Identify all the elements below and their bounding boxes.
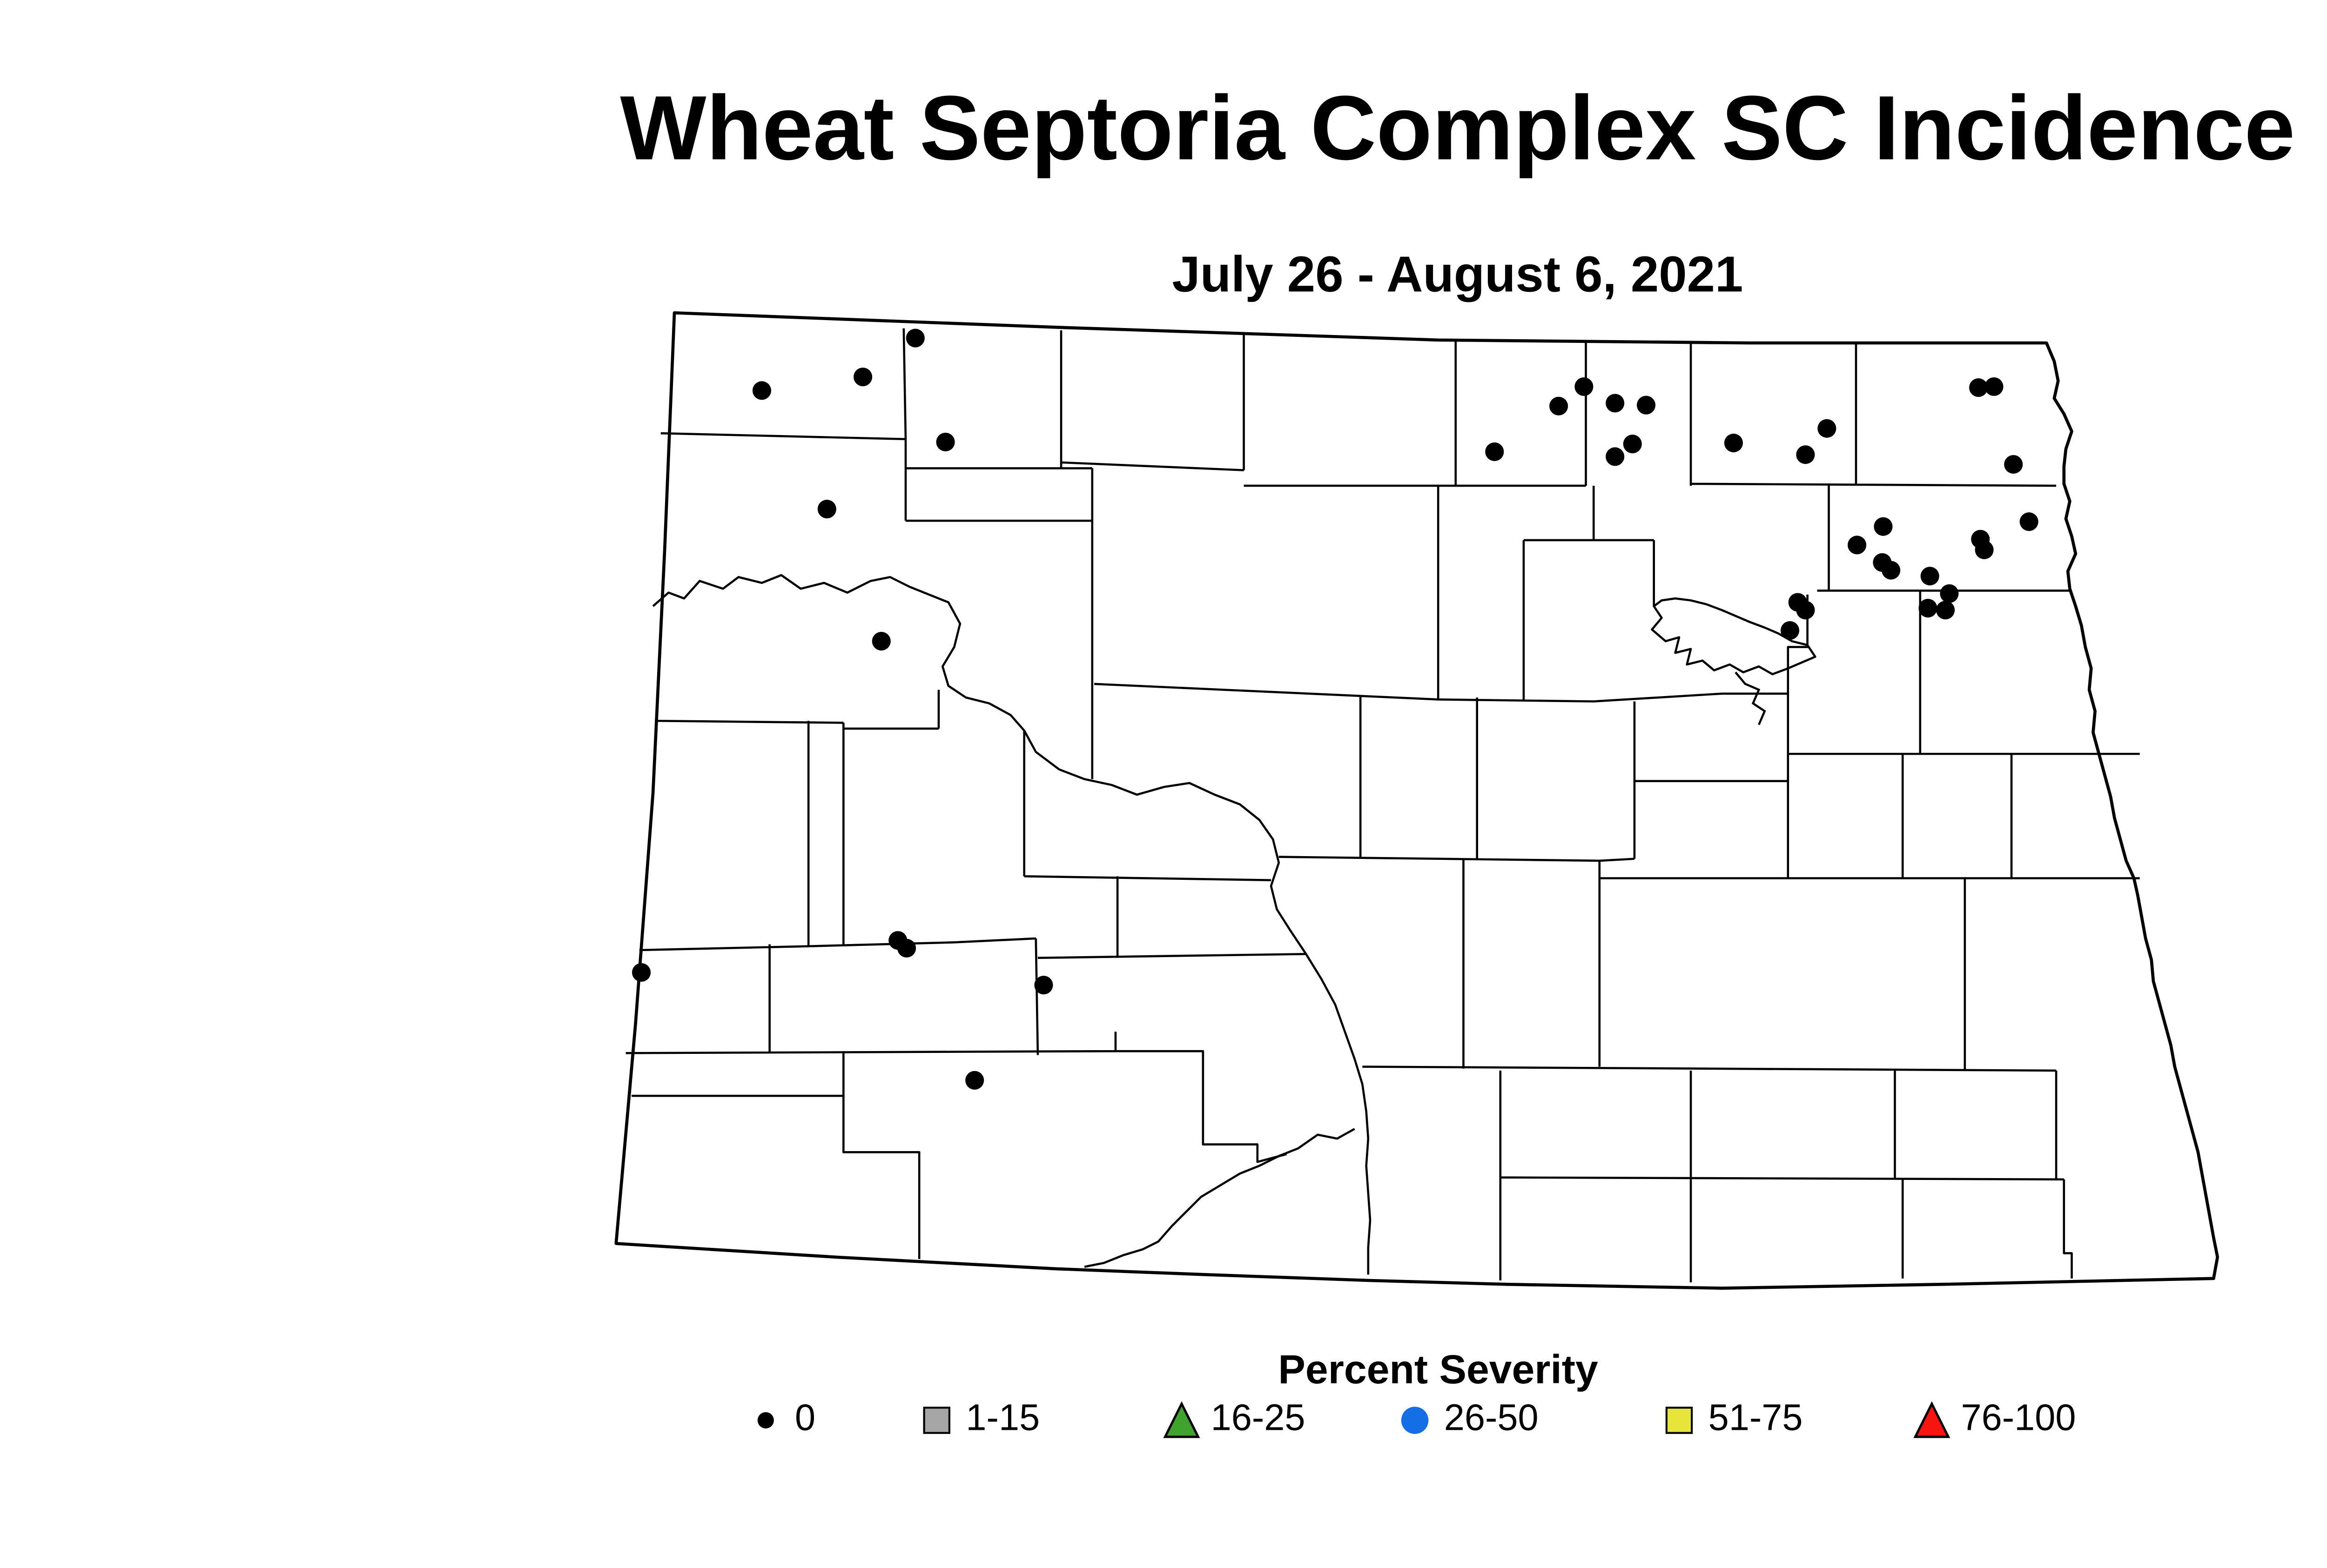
survey-point bbox=[1936, 601, 1955, 620]
survey-point bbox=[1969, 378, 1988, 397]
survey-point bbox=[906, 328, 925, 348]
survey-point bbox=[1848, 536, 1867, 555]
severity-1-15-square-icon bbox=[917, 1401, 956, 1440]
survey-point bbox=[936, 432, 955, 452]
legend-item-5: 76-100 bbox=[1912, 1391, 2076, 1449]
severity-76-100-triangle-icon bbox=[1912, 1401, 1951, 1440]
survey-point bbox=[1920, 567, 1939, 586]
survey-point bbox=[1574, 377, 1594, 396]
survey-point bbox=[1940, 584, 1959, 603]
survey-point bbox=[872, 632, 891, 651]
survey-point bbox=[1549, 396, 1568, 415]
legend-item-2: 16-25 bbox=[1162, 1391, 1305, 1449]
severity-16-25-triangle-icon bbox=[1162, 1401, 1201, 1440]
severity-0-dot-icon bbox=[747, 1401, 786, 1440]
legend-item-label: 76-100 bbox=[1961, 1399, 2076, 1440]
survey-point bbox=[2004, 455, 2023, 474]
survey-point bbox=[1918, 599, 1937, 618]
legend-item-3: 26-50 bbox=[1395, 1391, 1539, 1449]
survey-point bbox=[2019, 512, 2038, 531]
survey-point bbox=[1636, 395, 1656, 415]
county-borders bbox=[625, 328, 2140, 1283]
survey-point bbox=[1780, 621, 1800, 640]
survey-point bbox=[1606, 394, 1625, 413]
survey-point bbox=[1034, 976, 1053, 995]
survey-point bbox=[752, 381, 771, 400]
date-range-subtitle: July 26 - August 6, 2021 bbox=[1172, 245, 1743, 303]
survey-point bbox=[632, 963, 651, 982]
survey-point bbox=[1796, 445, 1815, 464]
legend-item-label: 16-25 bbox=[1211, 1399, 1305, 1440]
survey-point bbox=[1796, 601, 1815, 620]
legend-item-1: 1-15 bbox=[917, 1391, 1040, 1449]
survey-points-layer bbox=[632, 328, 2038, 1090]
devils-lake bbox=[1651, 597, 1816, 725]
legend: 0 1-15 16-25 26-50 51-75 76-100 bbox=[0, 1391, 2327, 1449]
survey-point bbox=[965, 1071, 984, 1090]
severity-51-75-square-icon bbox=[1660, 1401, 1699, 1440]
survey-point bbox=[854, 368, 873, 387]
legend-item-label: 1-15 bbox=[966, 1399, 1040, 1440]
survey-point bbox=[1623, 435, 1642, 454]
survey-point bbox=[897, 938, 916, 958]
legend-item-label: 0 bbox=[794, 1399, 816, 1440]
survey-point bbox=[1975, 540, 1994, 559]
survey-point bbox=[1606, 447, 1625, 466]
state-outline bbox=[614, 311, 2219, 1290]
survey-point bbox=[1984, 377, 2004, 396]
legend-item-label: 51-75 bbox=[1708, 1399, 1803, 1440]
severity-26-50-circle-icon bbox=[1395, 1401, 1434, 1440]
legend-item-label: 26-50 bbox=[1444, 1399, 1539, 1440]
survey-point bbox=[1874, 517, 1893, 536]
legend-title: Percent Severity bbox=[1278, 1348, 1598, 1394]
survey-point bbox=[1485, 442, 1504, 461]
survey-point bbox=[1724, 434, 1743, 453]
legend-item-0: 0 bbox=[747, 1391, 816, 1449]
page-title: Wheat Septoria Complex SC Incidence bbox=[620, 75, 2295, 179]
survey-point bbox=[1882, 561, 1901, 580]
survey-point bbox=[817, 500, 836, 519]
legend-item-4: 51-75 bbox=[1660, 1391, 1803, 1449]
survey-point bbox=[1817, 419, 1836, 438]
cannonball-river bbox=[1084, 1128, 1355, 1268]
missouri-river bbox=[652, 574, 1372, 1275]
